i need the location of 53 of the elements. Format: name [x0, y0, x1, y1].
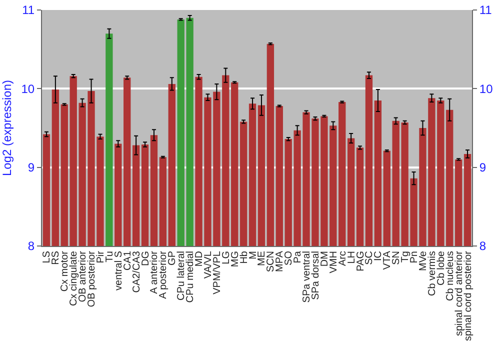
x-tick-label: Cb lobe	[436, 250, 447, 286]
x-tick-label: A posterior	[158, 250, 170, 299]
x-tick-label: spinal cord anterior	[454, 250, 465, 336]
x-tick-label: IC	[373, 251, 384, 261]
x-tick-label: VPM/VPL	[212, 250, 223, 294]
x-tick-label: LG	[220, 250, 232, 264]
y2-tick-label: 8	[479, 239, 486, 254]
x-tick-label: SCN	[266, 251, 277, 272]
x-tick-label: Cb vermis	[426, 251, 438, 296]
x-tick-label: SN	[391, 251, 402, 265]
x-tick-label: spinal cord posterior	[462, 250, 474, 342]
x-tick-label: RS	[50, 250, 62, 265]
x-tick-label: ME	[256, 250, 268, 266]
x-tick-label: LS	[42, 250, 53, 264]
x-tick-label: Pir	[95, 250, 106, 264]
x-tick-label: Cx cingulate	[68, 250, 80, 306]
x-tick-label: Pn	[409, 251, 420, 264]
x-tick-label: Cb nucleus	[444, 251, 456, 302]
x-tick-label: Tg	[400, 251, 412, 263]
x-tick-label: OB posterior	[86, 250, 98, 308]
y-tick-label: 10	[21, 82, 35, 96]
x-tick-label: OB anterior	[78, 250, 89, 302]
x-tick-label: GP	[167, 250, 178, 266]
y2-tick-label: 11	[479, 3, 492, 18]
x-tick-label: CA1	[122, 250, 134, 270]
x-tick-label: CPu medial	[185, 251, 196, 303]
x-tick-label: VMH	[328, 251, 340, 274]
x-tick-label: PAG	[355, 250, 366, 272]
x-tick-label: MPA	[274, 250, 286, 272]
x-tick-label: VA/VL	[202, 250, 214, 279]
x-tick-label: Tu	[104, 251, 116, 262]
y2-tick-label: 9	[479, 160, 486, 175]
x-tick-label: VTA	[382, 250, 394, 270]
x-tick-label: SPa dorsal	[310, 251, 322, 300]
x-tick-label: LH	[346, 251, 358, 264]
x-tick-label: Arc	[337, 251, 348, 266]
x-tick-label: MVe	[418, 250, 429, 272]
x-tick-label: CA2/CA3	[131, 250, 142, 293]
y2-tick-label: 10	[479, 82, 494, 96]
y-tick-label: 9	[28, 160, 35, 175]
x-tick-label: A anterior	[149, 250, 160, 294]
x-tick-label: Pa	[292, 250, 304, 264]
y-axis-title: Log2 (expression)	[0, 80, 14, 176]
y-tick-label: 8	[28, 239, 35, 254]
x-tick-label: SC	[364, 251, 376, 265]
x-tick-label: ventral S	[113, 250, 124, 290]
x-tick-label: DG	[140, 250, 152, 266]
x-tick-label: SO	[284, 250, 295, 266]
x-tick-label: DM	[319, 251, 330, 267]
x-tick-label: MG	[230, 250, 241, 268]
x-tick-label: M	[248, 251, 259, 260]
x-tick-label: Hb	[238, 250, 250, 264]
y-tick-label: 11	[22, 3, 35, 18]
